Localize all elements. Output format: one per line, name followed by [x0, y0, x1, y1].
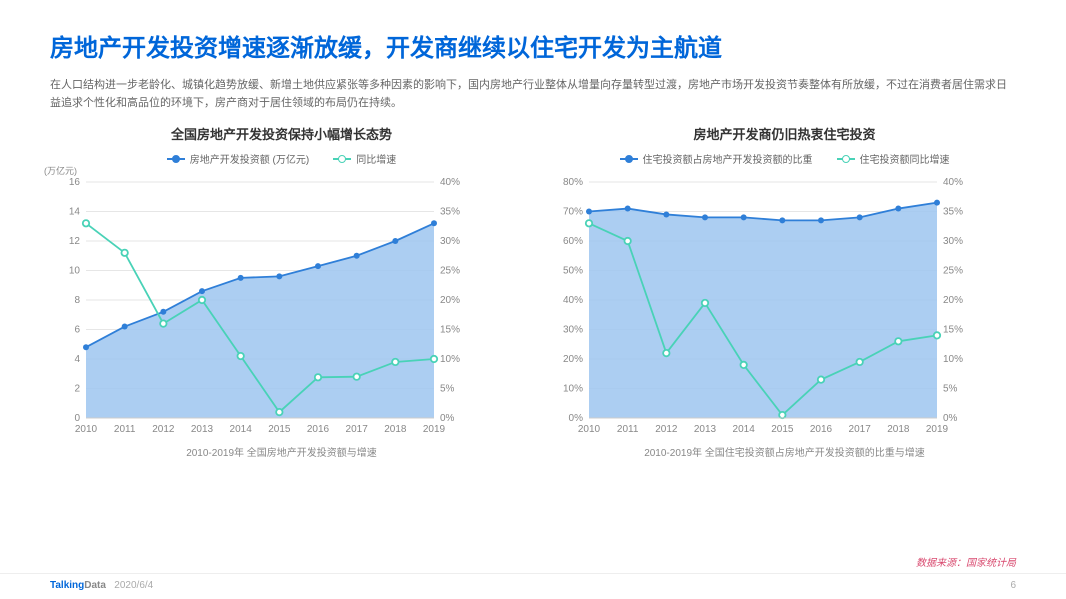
chart-right-legend: 住宅投资额占房地产开发投资额的比重 住宅投资额同比增速 — [553, 151, 1016, 166]
svg-text:30%: 30% — [440, 236, 460, 247]
chart-left-legend: 房地产开发投资额 (万亿元) 同比增速 — [50, 151, 513, 166]
svg-text:40%: 40% — [440, 177, 460, 188]
svg-text:25%: 25% — [440, 266, 460, 277]
svg-text:15%: 15% — [943, 325, 963, 336]
svg-text:2010: 2010 — [578, 424, 601, 435]
svg-text:2018: 2018 — [887, 424, 910, 435]
legend-label: 同比增速 — [356, 151, 396, 166]
svg-text:2017: 2017 — [346, 424, 369, 435]
svg-text:10%: 10% — [563, 384, 583, 395]
svg-text:2011: 2011 — [114, 424, 136, 435]
svg-text:2010: 2010 — [75, 424, 98, 435]
svg-text:2016: 2016 — [307, 424, 330, 435]
svg-text:12: 12 — [69, 236, 81, 247]
svg-text:2011: 2011 — [617, 424, 639, 435]
svg-text:30%: 30% — [563, 325, 583, 336]
svg-text:2015: 2015 — [268, 424, 291, 435]
svg-text:80%: 80% — [563, 177, 583, 188]
footer: TalkingData 2020/6/4 6 — [0, 573, 1066, 591]
svg-text:35%: 35% — [943, 207, 963, 218]
svg-text:14: 14 — [69, 207, 81, 218]
svg-text:0: 0 — [74, 413, 80, 424]
svg-text:6: 6 — [74, 325, 80, 336]
svg-text:2013: 2013 — [694, 424, 717, 435]
svg-text:2015: 2015 — [771, 424, 794, 435]
svg-text:10%: 10% — [440, 354, 460, 365]
svg-text:70%: 70% — [563, 207, 583, 218]
svg-text:4: 4 — [74, 354, 80, 365]
svg-text:35%: 35% — [440, 207, 460, 218]
legend-label: 住宅投资额占房地产开发投资额的比重 — [643, 151, 813, 166]
chart-left-svg: 0 2 4 6 8 10 12 14 16 0% 5% 10% 15% 20% 25% 30% 35% 40% 20… — [50, 172, 470, 442]
footer-date: 2020/6/4 — [114, 580, 153, 591]
svg-text:2012: 2012 — [152, 424, 175, 435]
chart-left-title: 全国房地产开发投资保持小幅增长态势 — [50, 124, 513, 143]
page-title: 房地产开发投资增速逐渐放缓，开发商继续以住宅开发为主航道 — [50, 28, 1016, 63]
svg-text:10%: 10% — [943, 354, 963, 365]
svg-text:16: 16 — [69, 177, 81, 188]
data-source: 数据来源：国家统计局 — [916, 554, 1016, 569]
svg-text:2018: 2018 — [384, 424, 407, 435]
svg-text:2019: 2019 — [423, 424, 446, 435]
chart-right: 房地产开发商仍旧热衷住宅投资 住宅投资额占房地产开发投资额的比重 住宅投资额同比… — [553, 124, 1016, 459]
brand-logo: TalkingData — [50, 580, 106, 591]
svg-text:5%: 5% — [943, 384, 958, 395]
svg-text:2019: 2019 — [926, 424, 949, 435]
chart-right-caption: 2010-2019年 全国住宅投资额占房地产开发投资额的比重与增速 — [553, 444, 1016, 459]
svg-text:2016: 2016 — [810, 424, 833, 435]
svg-text:0%: 0% — [569, 413, 584, 424]
svg-text:0%: 0% — [943, 413, 958, 424]
svg-text:30%: 30% — [943, 236, 963, 247]
subtitle: 在人口结构进一步老龄化、城镇化趋势放缓、新增土地供应紧张等多种因素的影响下，国内… — [50, 77, 1016, 112]
y-axis-unit: (万亿元) — [44, 164, 77, 177]
svg-text:2012: 2012 — [655, 424, 678, 435]
legend-label: 房地产开发投资额 (万亿元) — [190, 151, 309, 166]
svg-text:8: 8 — [74, 295, 80, 306]
svg-text:60%: 60% — [563, 236, 583, 247]
page-number: 6 — [1010, 580, 1016, 591]
chart-right-svg: 0% 10% 20% 30% 40% 50% 60% 70% 80% 0% 5% 10% 15% 20% 2… — [553, 172, 973, 442]
svg-text:2013: 2013 — [191, 424, 214, 435]
svg-text:15%: 15% — [440, 325, 460, 336]
svg-text:2: 2 — [74, 384, 80, 395]
svg-text:0%: 0% — [440, 413, 455, 424]
chart-left: 全国房地产开发投资保持小幅增长态势 房地产开发投资额 (万亿元) 同比增速 (万… — [50, 124, 513, 459]
svg-text:20%: 20% — [943, 295, 963, 306]
svg-text:40%: 40% — [563, 295, 583, 306]
svg-text:20%: 20% — [563, 354, 583, 365]
svg-text:2017: 2017 — [849, 424, 872, 435]
svg-text:2014: 2014 — [230, 424, 253, 435]
svg-text:5%: 5% — [440, 384, 455, 395]
svg-text:50%: 50% — [563, 266, 583, 277]
svg-text:20%: 20% — [440, 295, 460, 306]
svg-text:25%: 25% — [943, 266, 963, 277]
chart-left-caption: 2010-2019年 全国房地产开发投资额与增速 — [50, 444, 513, 459]
chart-right-title: 房地产开发商仍旧热衷住宅投资 — [553, 124, 1016, 143]
svg-text:40%: 40% — [943, 177, 963, 188]
svg-text:10: 10 — [69, 266, 81, 277]
legend-label: 住宅投资额同比增速 — [860, 151, 950, 166]
svg-text:2014: 2014 — [733, 424, 756, 435]
